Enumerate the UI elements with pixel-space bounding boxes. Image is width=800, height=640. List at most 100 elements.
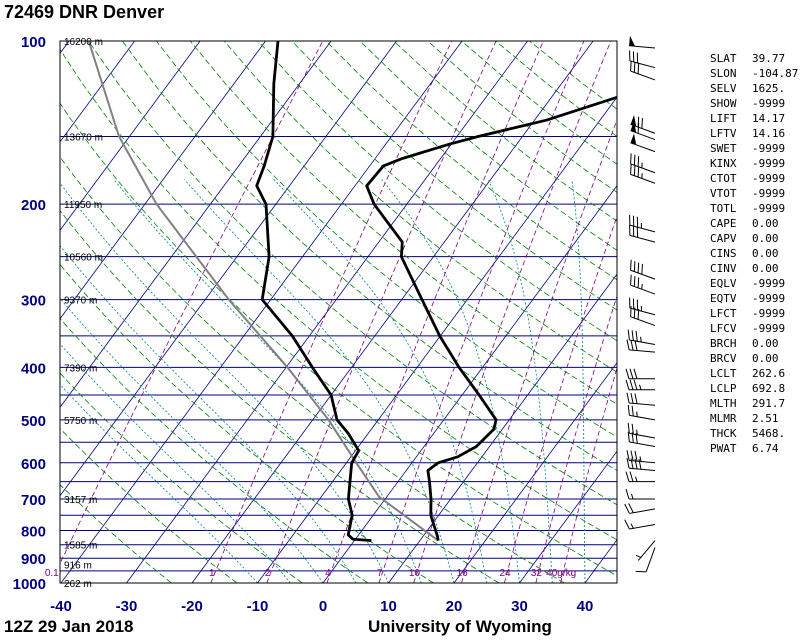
stat-row: EQTV -9999	[710, 291, 798, 306]
wind-barb	[635, 540, 656, 561]
wind-barb-feather	[633, 61, 636, 73]
plot-frame	[59, 40, 618, 584]
mixing-ratio-line	[535, 294, 617, 583]
isotherm	[453, 362, 617, 583]
dry-adiabat	[60, 317, 369, 583]
wind-barb-feather	[641, 263, 643, 275]
mixing-ratio-label: 1	[209, 568, 215, 579]
dry-adiabat	[257, 41, 617, 342]
stat-key: SLAT	[710, 52, 737, 65]
temperature-tick-label: 10	[380, 598, 397, 615]
stat-row: SELV 1625.	[710, 81, 798, 96]
wind-barb-feather	[629, 379, 634, 390]
height-label: 10560 m	[64, 253, 103, 264]
stat-key: THCK	[710, 427, 737, 440]
isotherm	[60, 41, 463, 583]
stat-key: KINX	[710, 157, 737, 170]
wind-barb	[629, 50, 656, 69]
wind-barb-feather	[637, 122, 640, 134]
stat-key: SWET	[710, 142, 737, 155]
isotherm	[519, 450, 617, 583]
wind-barb	[635, 547, 656, 573]
wind-barb	[626, 339, 656, 353]
wind-barb-staff	[637, 540, 656, 561]
wind-barb	[625, 368, 655, 380]
stat-row: LCLT 262.6	[710, 366, 798, 381]
wind-barb-feather	[637, 262, 640, 273]
stat-key: LFCT	[710, 307, 737, 320]
wind-barb-feather	[630, 306, 632, 317]
wind-barb-feather	[628, 503, 634, 513]
sounding-line	[255, 41, 372, 542]
stat-row: CAPV 0.00	[710, 231, 798, 246]
observation-time: 12Z 29 Jan 2018	[4, 617, 134, 636]
stat-key: MLTH	[710, 397, 737, 410]
wind-barb-feather	[627, 404, 630, 416]
mixing-ratio-label: 10	[409, 568, 421, 579]
wind-barb-feather	[627, 329, 630, 341]
stat-value: -9999	[752, 322, 786, 335]
height-label: 1585 m	[64, 541, 97, 552]
wind-barb-pennant	[630, 121, 637, 133]
stat-key: LIFT	[710, 112, 737, 125]
dry-adiabat	[60, 210, 500, 583]
stat-value: 0.00	[752, 262, 779, 275]
wind-barb-feather	[631, 405, 634, 417]
height-label: 916 m	[64, 561, 92, 572]
stat-value: 14.17	[752, 112, 786, 125]
wind-barb-staff	[629, 339, 656, 345]
mixing-ratio-label: 32	[531, 568, 543, 579]
stat-key: EQLV	[710, 277, 737, 290]
temperature-tick-label: -20	[181, 598, 203, 615]
stat-value: 1625.	[752, 82, 786, 95]
mixing-ratio-line	[504, 215, 617, 583]
wind-barb	[629, 224, 656, 243]
sounding-line	[365, 95, 617, 541]
pressure-tick-label: 600	[21, 456, 46, 473]
wind-barb	[630, 274, 656, 295]
moist-adiabat	[60, 245, 357, 583]
temperature-tick-label: 20	[446, 598, 463, 615]
wind-barb-feather	[630, 163, 632, 175]
stat-key: VTOT	[710, 187, 737, 200]
wind-barb-half-feather	[630, 523, 634, 529]
stat-key: PWAT	[710, 442, 737, 455]
wind-barb-half-feather	[636, 411, 638, 417]
mixing-ratio-label: 7	[377, 568, 383, 579]
stat-key: CAPV	[710, 232, 737, 245]
isotherm	[191, 41, 594, 583]
stat-row: LFTV 14.16	[710, 126, 798, 141]
mixing-ratio-label: 2	[265, 568, 271, 579]
wind-barb-feather	[631, 432, 634, 443]
wind-barb-feather	[641, 118, 643, 129]
wind-barb-half-feather	[631, 493, 634, 500]
parcel-path	[87, 41, 439, 542]
mixing-ratio-line	[60, 41, 324, 565]
wind-barb-staff	[629, 60, 656, 69]
stat-value: 6.74	[752, 442, 779, 455]
wind-barb-feather	[631, 423, 634, 435]
wind-barb-staff	[629, 349, 656, 353]
wind-barb	[630, 306, 656, 327]
stat-row: KINX -9999	[710, 156, 798, 171]
dry-adiabat	[60, 102, 617, 577]
moist-adiabat	[487, 179, 553, 583]
wind-barb	[625, 471, 655, 483]
temperature-tick-label: 0	[319, 598, 327, 615]
wind-barb-staff	[629, 459, 656, 464]
stat-row: LCLP 692.8	[710, 381, 798, 396]
stat-value: 0.00	[752, 247, 779, 260]
wind-barb-half-feather	[635, 554, 642, 558]
height-label: 262 m	[64, 579, 92, 590]
temperature-tick-label: 40	[577, 598, 594, 615]
dry-adiabat	[60, 484, 172, 583]
wind-barb	[627, 431, 656, 448]
wind-barb-feather	[625, 471, 630, 482]
stat-value: -9999	[752, 142, 786, 155]
wind-barb	[630, 133, 656, 153]
stat-row: CINS 0.00	[710, 246, 798, 261]
wind-barb-staff	[629, 307, 656, 316]
stat-value: 2.51	[752, 412, 779, 425]
wind-barb-half-feather	[639, 456, 642, 462]
